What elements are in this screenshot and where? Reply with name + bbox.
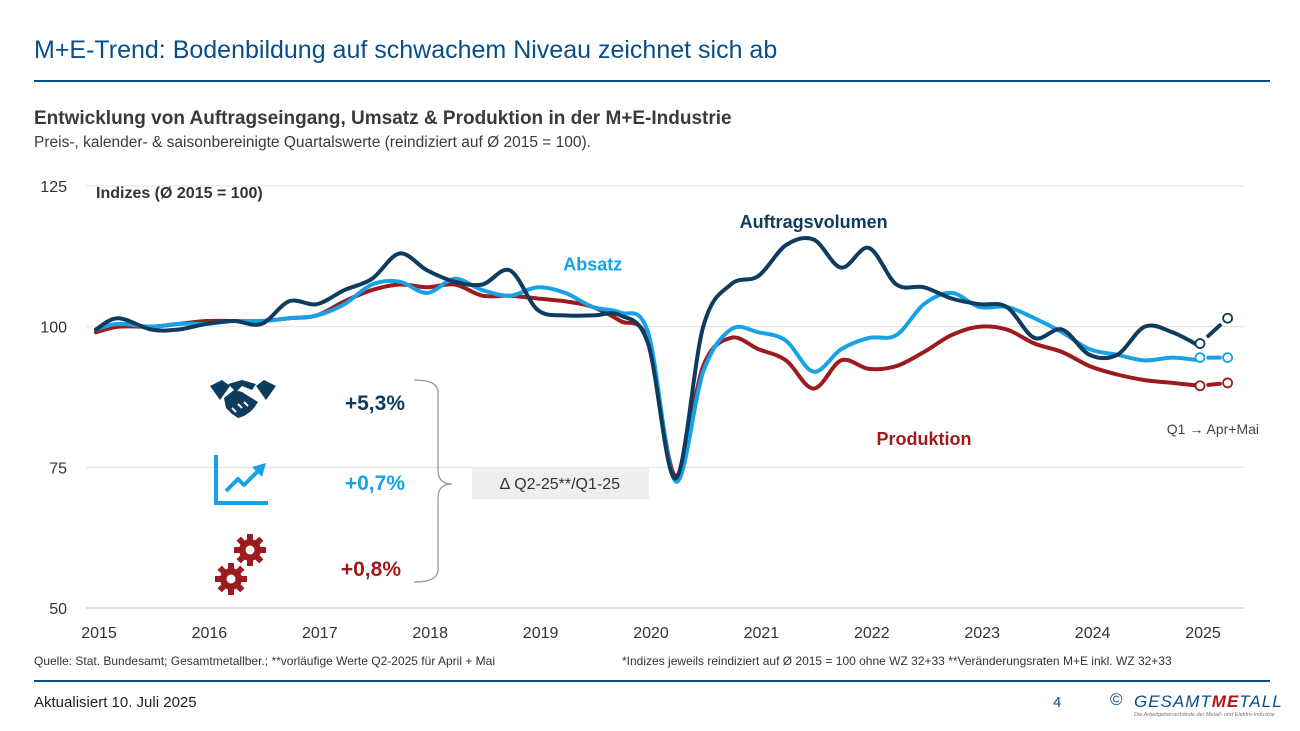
y-tick-label: 75 — [49, 460, 67, 477]
gridlines — [86, 185, 1244, 609]
series-label-produktion: Produktion — [877, 429, 972, 449]
x-tick-label: 2018 — [412, 625, 448, 642]
footer-divider — [34, 680, 1270, 682]
x-tick-label: 2024 — [1075, 625, 1111, 642]
index-note: *Indizes jeweils reindiziert auf Ø 2015 … — [622, 654, 1172, 668]
extension-start-marker — [1194, 338, 1206, 349]
extension-end-marker — [1222, 377, 1233, 389]
series-lines — [94, 235, 1233, 484]
x-tick-label: 2021 — [744, 625, 780, 642]
series-line-produktion — [94, 282, 1202, 478]
extension-segment — [1206, 323, 1222, 338]
x-tick-label: 2016 — [192, 625, 228, 642]
x-axis-ticks: 2015 2016 2017 2018 2019 2020 2021 2022 2023 2024… — [81, 625, 1221, 642]
y-tick-label: 100 — [40, 320, 67, 337]
extension-segment — [1206, 381, 1222, 387]
x-tick-label: 2023 — [964, 625, 1000, 642]
extension-note: Q1 → Apr+Mai — [1167, 421, 1259, 437]
rising-chart-icon — [214, 455, 268, 505]
series-line-absatz — [94, 276, 1202, 484]
handshake-icon — [210, 380, 276, 418]
series-labels: Produktion Absatz Auftragsvolumen — [563, 212, 971, 449]
kpi-bracket — [413, 379, 453, 583]
copyright-symbol: © — [1110, 690, 1123, 709]
series-label-absatz: Absatz — [563, 254, 622, 274]
source-note: Quelle: Stat. Bundesamt; Gesamtmetallber… — [34, 654, 495, 668]
chart-subheading: Preis-, kalender- & saisonbereinigte Qua… — [34, 134, 591, 151]
y-axis-label: Indizes (Ø 2015 = 100) — [96, 185, 263, 202]
slide-title: M+E-Trend: Bodenbildung auf schwachem Ni… — [34, 36, 778, 64]
x-tick-label: 2022 — [854, 625, 890, 642]
kpi-value-production: +0,8% — [341, 558, 401, 581]
logo-wordmark: GESAMTMETALL — [1134, 692, 1283, 711]
x-tick-label: 2015 — [81, 625, 117, 642]
chart-heading: Entwicklung von Auftragseingang, Umsatz … — [34, 108, 732, 129]
x-tick-label: 2020 — [633, 625, 669, 642]
extension-end-marker — [1222, 352, 1233, 364]
x-tick-label: 2025 — [1185, 625, 1221, 642]
extension-start-marker — [1194, 380, 1206, 392]
y-tick-label: 125 — [40, 179, 67, 196]
kpi-value-sales: +0,7% — [345, 472, 405, 495]
updated-date: Aktualisiert 10. Juli 2025 — [34, 694, 197, 711]
extension-start-marker — [1194, 352, 1206, 364]
series-line-auftragsvolumen — [94, 235, 1202, 481]
page-number: 4 — [1053, 694, 1062, 711]
series-label-auftragsvolumen: Auftragsvolumen — [740, 212, 888, 232]
kpi-bracket-box — [472, 467, 649, 499]
x-tick-label: 2019 — [523, 625, 559, 642]
gears-icon — [215, 534, 266, 595]
logo-tagline: Die Arbeitgeberverbände der Metall- und … — [1134, 712, 1275, 718]
extension-end-marker — [1222, 312, 1233, 324]
kpi-bracket-label: ∆ Q2-25**/Q1-25 — [500, 476, 620, 493]
y-tick-label: 50 — [49, 601, 67, 618]
gesamtmetall-logo: © GESAMTMETALL Die Arbeitgeberverbände d… — [1110, 690, 1283, 722]
kpi-panel: +5,3% +0,7% +0,8% ∆ Q2-25**/Q1-25 — [210, 379, 649, 595]
x-tick-label: 2017 — [302, 625, 338, 642]
kpi-value-orders: +5,3% — [345, 392, 405, 415]
title-divider — [34, 80, 1270, 82]
y-axis-ticks: 125 100 75 50 — [40, 179, 67, 618]
